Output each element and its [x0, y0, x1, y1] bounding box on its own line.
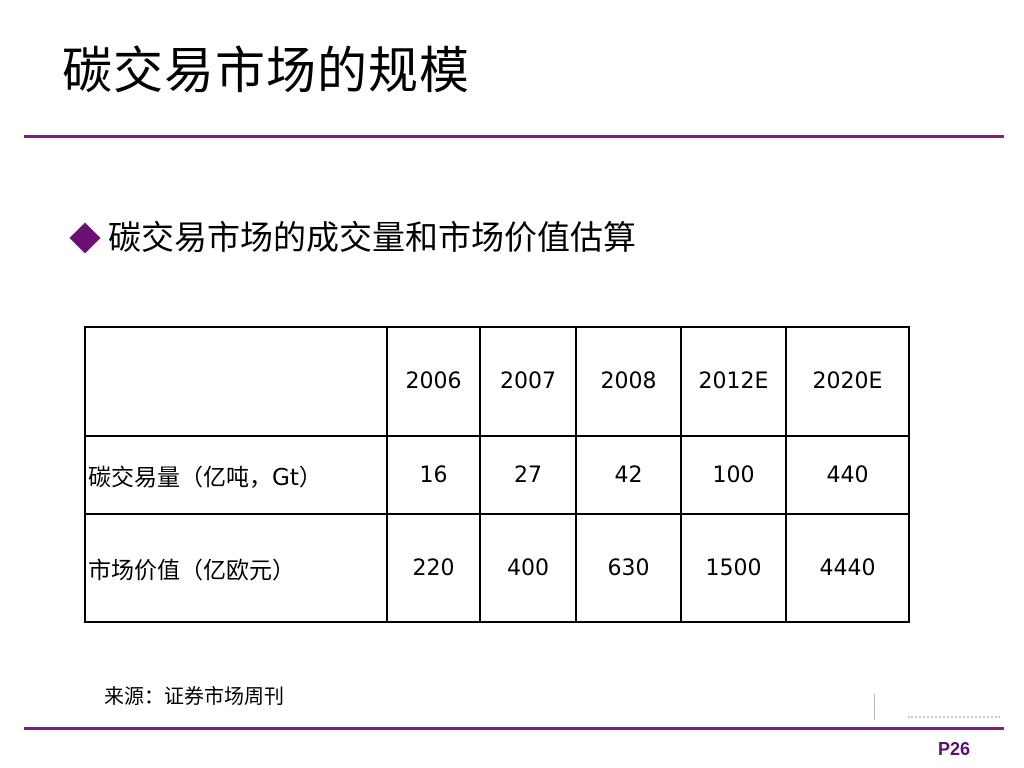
- title-divider: [24, 135, 1004, 138]
- header-cell-2020e: 2020E: [785, 326, 910, 437]
- table-cell: 1500: [680, 513, 787, 623]
- table-row-trading-volume: 碳交易量（亿吨，Gt） 16 27 42 100 440: [84, 435, 910, 515]
- bullet-text: 碳交易市场的成交量和市场价值估算: [108, 218, 636, 257]
- table-cell: 630: [575, 513, 682, 623]
- table-cell: 440: [785, 435, 910, 515]
- table-cell: 16: [386, 435, 481, 515]
- table-cell: 4440: [785, 513, 910, 623]
- footer-divider: [24, 727, 1004, 730]
- data-table: 2006 2007 2008 2012E 2020E 碳交易量（亿吨，Gt） 1…: [84, 326, 910, 623]
- header-cell-2008: 2008: [575, 326, 682, 437]
- diamond-bullet-icon: [69, 222, 101, 254]
- table-cell: 27: [479, 435, 577, 515]
- row-label-market-value: 市场价值（亿欧元）: [84, 513, 388, 623]
- slide-title: 碳交易市场的规模: [62, 42, 470, 100]
- bullet-point: 碳交易市场的成交量和市场价值估算: [66, 214, 636, 262]
- source-note: 来源：证券市场周刊: [104, 684, 284, 708]
- table-cell: 42: [575, 435, 682, 515]
- page-number: P26: [938, 739, 971, 759]
- logo-mark-icon: [874, 694, 875, 720]
- table-cell: 400: [479, 513, 577, 623]
- header-cell-2006: 2006: [386, 326, 481, 437]
- header-cell-2012e: 2012E: [680, 326, 787, 437]
- table-header-row: 2006 2007 2008 2012E 2020E: [84, 326, 910, 437]
- row-label-trading-volume: 碳交易量（亿吨，Gt）: [84, 435, 388, 515]
- header-cell-2007: 2007: [479, 326, 577, 437]
- table-row-market-value: 市场价值（亿欧元） 220 400 630 1500 4440: [84, 513, 910, 623]
- table-cell: 220: [386, 513, 481, 623]
- logo-watermark-icon: [908, 716, 1000, 722]
- table-cell: 100: [680, 435, 787, 515]
- header-corner-cell: [84, 326, 388, 437]
